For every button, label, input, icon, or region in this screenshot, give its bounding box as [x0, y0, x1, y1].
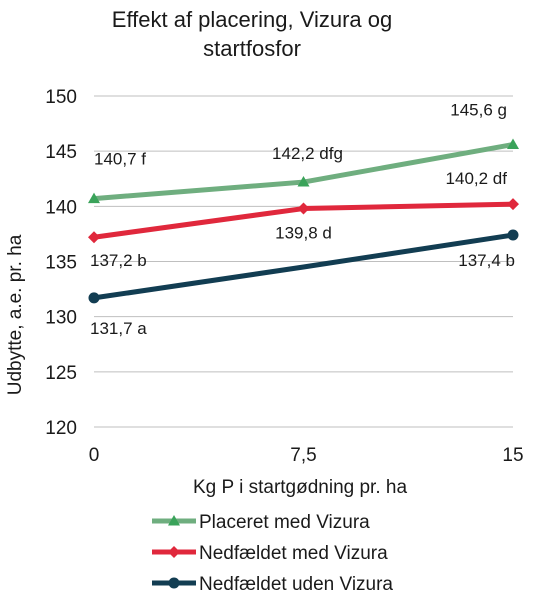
y-tick-135: 135 — [45, 253, 77, 274]
series-1-point-1 — [297, 202, 310, 215]
y-axis-label: Udbytte, a.e. pr. ha — [5, 234, 26, 395]
data-label-0-1: 142,2 dfg — [272, 144, 343, 163]
series-0-point-1 — [297, 176, 310, 187]
legend-label-2: Nedfældet uden Vizura — [199, 574, 393, 595]
x-tick-labels: 0 7,5 15 — [89, 445, 524, 466]
data-label-0-2: 145,6 g — [450, 101, 507, 120]
series-0-point-2 — [507, 138, 519, 150]
series-1-point-0 — [88, 231, 100, 244]
data-label-0-0: 140,7 f — [94, 150, 146, 169]
data-label-1-0: 137,2 b — [90, 251, 147, 270]
series-layer — [88, 138, 519, 304]
y-tick-120: 120 — [45, 418, 77, 439]
data-label-2-0: 131,7 a — [90, 319, 147, 338]
series-1-point-2 — [507, 198, 519, 211]
legend-marker-2 — [168, 577, 180, 589]
x-tick-2: 15 — [502, 445, 523, 466]
legend: Placeret med Vizura Nedfældet med Vizura N… — [152, 512, 393, 595]
series-line-2 — [91, 232, 516, 301]
y-tick-130: 130 — [45, 308, 77, 329]
y-tick-125: 125 — [45, 363, 77, 384]
legend-marker-1 — [168, 546, 180, 558]
x-axis-label: Kg P i startgødning pr. ha — [193, 477, 407, 498]
y-tick-labels: 120 125 130 135 140 145 150 — [45, 87, 77, 439]
y-tick-145: 145 — [45, 142, 77, 163]
y-tick-150: 150 — [45, 87, 77, 108]
series-2-point-2 — [507, 229, 519, 241]
data-label-2-2: 137,4 b — [458, 251, 515, 270]
series-2-point-0 — [88, 292, 100, 304]
data-label-1-2: 140,2 df — [446, 169, 508, 188]
x-tick-0: 0 — [89, 445, 100, 466]
x-tick-1: 7,5 — [290, 445, 316, 466]
chart-title-line-2: startfosfor — [203, 36, 301, 61]
y-tick-140: 140 — [45, 197, 77, 218]
chart-title-line-1: Effekt af placering, Vizura og — [112, 7, 392, 32]
legend-label-0: Placeret med Vizura — [199, 512, 370, 533]
series-0-point-0 — [88, 192, 100, 204]
data-label-1-1: 139,8 d — [275, 224, 332, 243]
legend-marker-0 — [168, 515, 180, 526]
data-labels: 140,7 f 142,2 dfg 145,6 g 137,2 b 139,8 d 140… — [90, 101, 515, 338]
legend-label-1: Nedfældet med Vizura — [199, 543, 388, 564]
